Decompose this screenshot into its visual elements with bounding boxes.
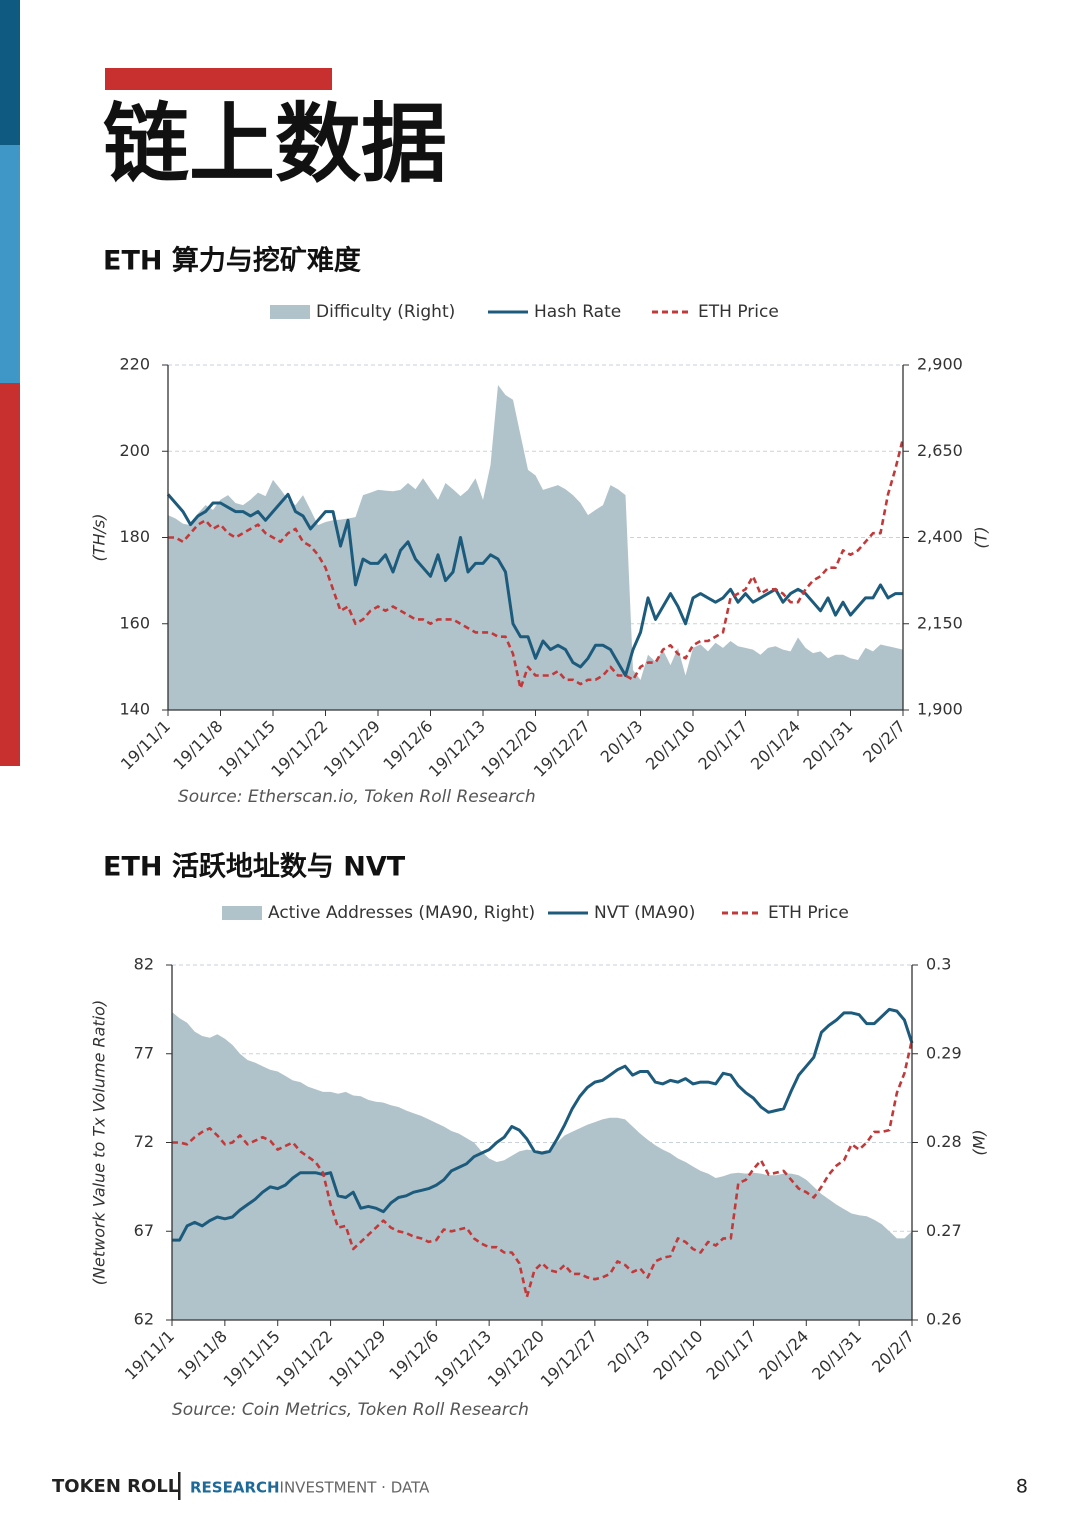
y-tick-label: 140 [119,700,150,719]
y-tick-label: 67 [134,1221,154,1240]
y2-tick-label: 0.26 [926,1310,962,1329]
x-tick-label: 20/1/24 [747,717,804,774]
x-tick-label: 19/11/29 [325,1327,389,1391]
y2-tick-label: 0.29 [926,1043,962,1062]
x-tick-label: 20/1/24 [755,1327,812,1384]
page-title: 链上数据 [103,94,447,194]
stripe-red [0,383,20,766]
stripe-dark-blue [0,0,20,145]
chart-title: ETH 活跃地址数与 NVT [103,852,406,883]
y-tick-label: 77 [134,1043,154,1062]
x-tick-label: 19/11/29 [320,717,384,781]
line [166,492,903,677]
x-tick-label: 19/11/1 [117,717,174,774]
y2-tick-label: 2,900 [917,355,963,374]
x-tick-label: 20/1/17 [694,717,751,774]
y2-tick-label: 1,900 [917,700,963,719]
x-tick-label: 19/11/1 [121,1327,178,1384]
legend-swatch [222,906,262,920]
line [172,1007,914,1242]
x-tick-label: 20/1/3 [604,1327,654,1377]
x-tick-label: 20/2/7 [868,1327,918,1377]
x-tick-label: 19/11/22 [272,1327,336,1391]
x-tick-label: 19/11/15 [219,1327,283,1391]
x-tick-label: 20/1/31 [808,1327,865,1384]
x-tick-label: 20/1/31 [799,717,856,774]
x-tick-label: 20/2/7 [859,717,909,767]
x-tick-label: 19/12/13 [425,717,489,781]
footer-divider [178,1472,181,1500]
legend-label: ETH Price [698,302,779,322]
page-number: 8 [1016,1476,1028,1498]
legend-label: NVT (MA90) [594,903,695,923]
x-tick-label: 20/1/10 [650,1327,707,1384]
y-tick-label: 180 [119,527,150,546]
legend-label: Active Addresses (MA90, Right) [268,903,535,923]
y-axis-title: (TH/s) [90,513,109,561]
title-bar [105,68,332,90]
y2-tick-label: 0.27 [926,1221,962,1240]
y-tick-label: 62 [134,1310,154,1329]
y-tick-label: 72 [134,1132,154,1151]
x-tick-label: 19/12/20 [477,717,541,781]
legend-label: Hash Rate [534,302,621,322]
line [168,437,905,690]
y-tick-label: 160 [119,613,150,632]
stripe-light-blue [0,145,20,383]
y2-tick-label: 2,650 [917,441,963,460]
y-tick-label: 200 [119,441,150,460]
footer-research: RESEARCH [190,1479,280,1497]
x-tick-label: 19/12/27 [537,1327,601,1391]
y2-axis-title: (T) [972,526,991,548]
footer-tagline: · INVESTMENT · DATA [270,1479,430,1497]
x-tick-label: 19/11/22 [267,717,331,781]
chart-source: Source: Coin Metrics, Token Roll Researc… [172,1400,529,1420]
y-tick-label: 220 [119,355,150,374]
area [172,1012,912,1320]
legend-swatch [270,305,310,319]
chart-title: ETH 算力与挖矿难度 [103,245,361,277]
x-tick-label: 19/12/13 [431,1327,495,1391]
y2-tick-label: 2,400 [917,527,963,546]
x-tick-label: 19/12/20 [484,1327,548,1391]
line [172,1039,914,1299]
y2-tick-label: 0.28 [926,1132,962,1151]
y2-axis-title: (M) [970,1129,989,1155]
y-tick-label: 82 [134,955,154,974]
legend-label: Difficulty (Right) [316,302,455,322]
y2-tick-label: 2,150 [917,613,963,632]
y2-tick-label: 0.3 [926,955,951,974]
x-tick-label: 20/1/10 [642,717,699,774]
legend-label: ETH Price [768,903,849,923]
chart-source: Source: Etherscan.io, Token Roll Researc… [178,787,536,807]
x-tick-label: 20/1/3 [597,717,647,767]
x-tick-label: 20/1/17 [702,1327,759,1384]
y-axis-title: (Network Value to Tx Volume Ratio) [90,1000,109,1285]
x-tick-label: 19/12/27 [530,717,594,781]
x-tick-label: 19/11/15 [215,717,279,781]
area [168,385,903,710]
footer-brand: TOKEN ROLL [52,1476,179,1497]
